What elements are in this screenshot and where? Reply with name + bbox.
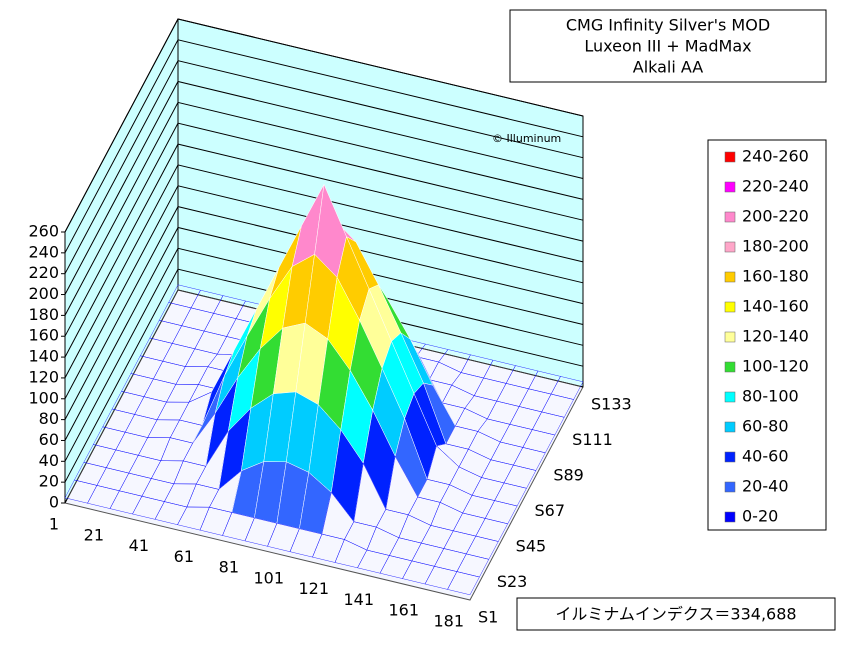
z-tick-label: 160 xyxy=(28,326,59,345)
legend-swatch xyxy=(724,511,736,523)
y-tick-label: S67 xyxy=(535,501,566,520)
legend-swatch xyxy=(724,481,736,493)
legend-swatch xyxy=(724,331,736,343)
grid-line xyxy=(64,185,584,400)
grid-line xyxy=(64,80,584,295)
grid-line xyxy=(64,18,584,233)
chart-title: CMG Infinity Silver's MOD xyxy=(566,16,770,35)
legend-label: 100-120 xyxy=(742,357,809,376)
grid-line xyxy=(64,101,584,316)
legend-label: 20-40 xyxy=(742,477,789,496)
z-tick-label: 260 xyxy=(28,222,59,241)
z-tick-label: 20 xyxy=(39,472,59,491)
legend-label: 240-260 xyxy=(742,147,809,166)
legend-swatch xyxy=(724,421,736,433)
grid-line xyxy=(64,247,584,462)
legend-label: 200-220 xyxy=(742,207,809,226)
legend-label: 80-100 xyxy=(742,387,799,406)
grid-line xyxy=(64,268,584,483)
grid-line xyxy=(64,39,584,254)
z-tick-label: 120 xyxy=(28,367,59,386)
legend-label: 160-180 xyxy=(742,267,809,286)
legend-label: 0-20 xyxy=(742,507,778,526)
legend-swatch xyxy=(724,241,736,253)
legend-swatch xyxy=(724,451,736,463)
legend-swatch xyxy=(724,151,736,163)
y-tick-label: S133 xyxy=(591,395,632,414)
y-tick-label: S45 xyxy=(516,537,547,556)
legend-label: 140-160 xyxy=(742,297,809,316)
x-tick-label: 81 xyxy=(219,558,239,577)
y-tick-label: S23 xyxy=(497,572,528,591)
legend-swatch xyxy=(724,301,736,313)
y-tick-label: S1 xyxy=(478,608,498,627)
surface xyxy=(64,183,584,596)
z-tick-label: 200 xyxy=(28,284,59,303)
x-tick-label: 61 xyxy=(174,547,194,566)
x-tick-label: 101 xyxy=(253,568,284,587)
x-tick-label: 1 xyxy=(49,515,59,534)
legend-swatch xyxy=(724,181,736,193)
chart-subtitle: Luxeon III + MadMax xyxy=(584,37,751,56)
z-tick-label: 0 xyxy=(49,493,59,512)
legend-swatch xyxy=(724,211,736,223)
legend-label: 60-80 xyxy=(742,417,789,436)
x-tick-label: 41 xyxy=(129,536,149,555)
x-tick-label: 141 xyxy=(343,590,374,609)
x-tick-label: 121 xyxy=(298,579,329,598)
legend-label: 180-200 xyxy=(742,237,809,256)
grid-line xyxy=(64,143,584,358)
z-tick-label: 100 xyxy=(28,388,59,407)
chart-subtitle: Alkali AA xyxy=(633,58,704,77)
z-tick-label: 220 xyxy=(28,263,59,282)
z-tick-label: 140 xyxy=(28,347,59,366)
y-tick-label: S111 xyxy=(572,430,613,449)
title-box xyxy=(509,9,827,83)
grid-line xyxy=(64,60,584,274)
legend-label: 120-140 xyxy=(742,327,809,346)
legend-label: 40-60 xyxy=(742,447,789,466)
legend-swatch xyxy=(724,271,736,283)
annotation-box xyxy=(516,597,836,631)
x-tick-label: 21 xyxy=(84,525,104,544)
grid-line xyxy=(64,206,584,420)
z-tick-label: 240 xyxy=(28,242,59,261)
annotation: イルミナムインデクス＝334,688 xyxy=(555,605,796,624)
grid-line xyxy=(64,226,584,441)
grid-line xyxy=(64,122,584,337)
legend-label: 220-240 xyxy=(742,177,809,196)
grid-line xyxy=(64,164,584,379)
x-tick-label: 181 xyxy=(433,612,464,631)
watermark: © Illuminum xyxy=(492,132,561,145)
y-tick-label: S89 xyxy=(553,466,584,485)
legend-swatch xyxy=(724,361,736,373)
z-tick-label: 180 xyxy=(28,305,59,324)
legend-swatch xyxy=(724,391,736,403)
z-tick-label: 80 xyxy=(39,409,59,428)
surface-cell xyxy=(447,571,480,596)
z-tick-label: 60 xyxy=(39,430,59,449)
grid-line xyxy=(64,289,584,504)
x-tick-label: 161 xyxy=(388,601,419,620)
z-tick-label: 40 xyxy=(39,451,59,470)
